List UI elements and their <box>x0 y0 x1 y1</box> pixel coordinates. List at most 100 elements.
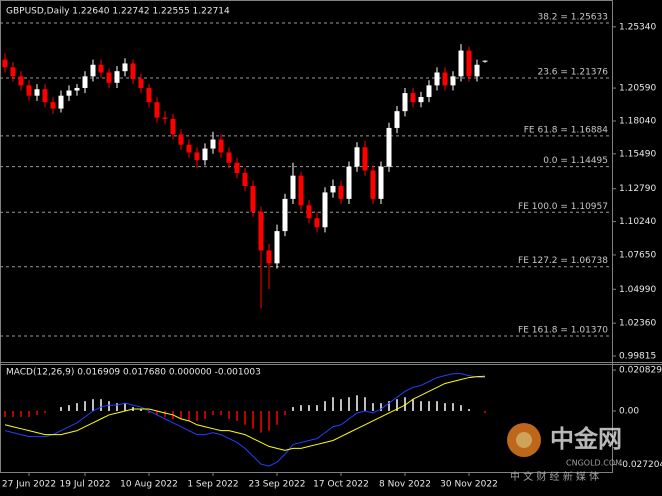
candle-body <box>274 231 280 264</box>
candle-body <box>386 127 392 167</box>
candle-body <box>90 64 96 77</box>
candle-body <box>10 67 16 77</box>
watermark-tagline: 中 文 财 经 新 媒 体 <box>510 470 599 483</box>
x-tick-label: 17 Oct 2022 <box>313 480 369 490</box>
candle-body <box>482 60 488 62</box>
candle-body <box>98 64 104 73</box>
candle-body <box>154 102 160 118</box>
y-tick-label: 1.04990 <box>619 285 656 295</box>
frame <box>0 0 613 473</box>
candle-body <box>322 192 328 228</box>
candle-body <box>450 76 456 86</box>
candle-body <box>114 71 120 83</box>
x-tick-label: 8 Nov 2022 <box>379 480 431 490</box>
candle-body <box>258 211 264 251</box>
indicator-line <box>4 375 486 451</box>
candle-body <box>250 185 256 212</box>
candle-body <box>394 111 400 128</box>
candle-body <box>370 170 376 199</box>
candle-body <box>290 175 296 199</box>
y-tick-label: 1.02360 <box>619 319 656 329</box>
candle-body <box>402 93 408 112</box>
candle-body <box>226 152 232 163</box>
chart-title: GBPUSD,Daily 1.22640 1.22742 1.22555 1.2… <box>6 7 230 17</box>
candle-body <box>74 87 80 91</box>
watermark-site: CNGOLD.COM <box>566 459 622 468</box>
candle-body <box>162 117 168 119</box>
candle-body <box>202 148 208 161</box>
candle-body <box>306 205 312 219</box>
candle-body <box>426 85 432 97</box>
candle-body <box>282 198 288 232</box>
watermark: 中金网 CNGOLD.COM 中 文 财 经 新 媒 体 <box>507 423 622 483</box>
candle-body <box>242 173 248 186</box>
candle-body <box>194 152 200 161</box>
y-tick-label: -0.027204 <box>619 460 662 470</box>
candle-body <box>138 78 144 88</box>
candle-body <box>354 147 360 167</box>
level-label: FE 161.8 = 1.01370 <box>518 325 608 335</box>
candle-body <box>298 175 304 206</box>
indicator-title: MACD(12,26,9) 0.016909 0.017680 0.000000… <box>6 368 261 378</box>
x-tick-label: 19 Jul 2022 <box>60 480 111 490</box>
y-tick-label: 0.99815 <box>619 352 656 362</box>
candle-body <box>106 72 112 83</box>
candle-body <box>474 64 480 77</box>
candle-body <box>2 59 8 68</box>
indicator-line <box>4 373 486 467</box>
candle-body <box>170 118 176 135</box>
candle-body <box>466 50 472 77</box>
candle-body <box>234 162 240 174</box>
level-label: 23.6 = 1.21376 <box>537 67 608 77</box>
y-tick-label: 0.020829 <box>619 366 662 376</box>
candle-body <box>178 134 184 145</box>
candle-body <box>266 250 272 264</box>
candle-body <box>66 90 72 96</box>
candle-body <box>410 93 416 103</box>
y-tick-label: 1.20590 <box>619 84 656 94</box>
candle-body <box>122 63 128 72</box>
y-tick-label: 0.00 <box>619 407 639 417</box>
logo-icon <box>516 432 532 448</box>
candle-body <box>458 50 464 77</box>
x-tick-label: 30 Nov 2022 <box>440 480 498 490</box>
y-tick-label: 1.18040 <box>619 116 656 126</box>
candle-body <box>82 76 88 88</box>
candle-body <box>338 185 344 199</box>
y-tick-label: 1.12790 <box>619 184 656 194</box>
candle-body <box>434 72 440 86</box>
level-label: 0.0 = 1.14495 <box>543 156 608 166</box>
x-tick-label: 10 Aug 2022 <box>120 480 178 490</box>
level-label: 38.2 = 1.25633 <box>537 13 608 23</box>
candle-body <box>42 89 48 103</box>
y-tick-label: 1.10240 <box>619 217 656 227</box>
candle-body <box>362 147 368 171</box>
candle-body <box>58 95 64 109</box>
x-tick-label: 27 Jun 2022 <box>2 480 56 490</box>
candle-body <box>186 144 192 153</box>
candle-body <box>442 72 448 86</box>
watermark-title: 中金网 <box>550 425 622 453</box>
candle-body <box>418 96 424 103</box>
y-tick-label: 1.25340 <box>619 22 656 32</box>
candle-body <box>346 166 352 199</box>
candle-body <box>218 139 224 153</box>
level-label: FE 100.0 = 1.10957 <box>518 202 608 212</box>
candle-body <box>26 85 32 96</box>
candle-body <box>18 76 24 86</box>
candle-body <box>378 166 384 199</box>
candle-body <box>314 218 320 228</box>
candle-body <box>146 87 152 103</box>
x-tick-label: 23 Sep 2022 <box>248 480 305 490</box>
level-label: FE 127.2 = 1.06738 <box>518 256 608 266</box>
candle-body <box>50 102 56 109</box>
candle-body <box>330 185 336 193</box>
y-tick-label: 1.15490 <box>619 149 656 159</box>
candle-body <box>130 63 136 79</box>
candle-body <box>34 89 40 96</box>
x-tick-label: 1 Sep 2022 <box>187 480 238 490</box>
level-label: FE 61.8 = 1.16884 <box>524 125 609 135</box>
candle-body <box>210 139 216 149</box>
y-tick-label: 1.07650 <box>619 250 656 260</box>
